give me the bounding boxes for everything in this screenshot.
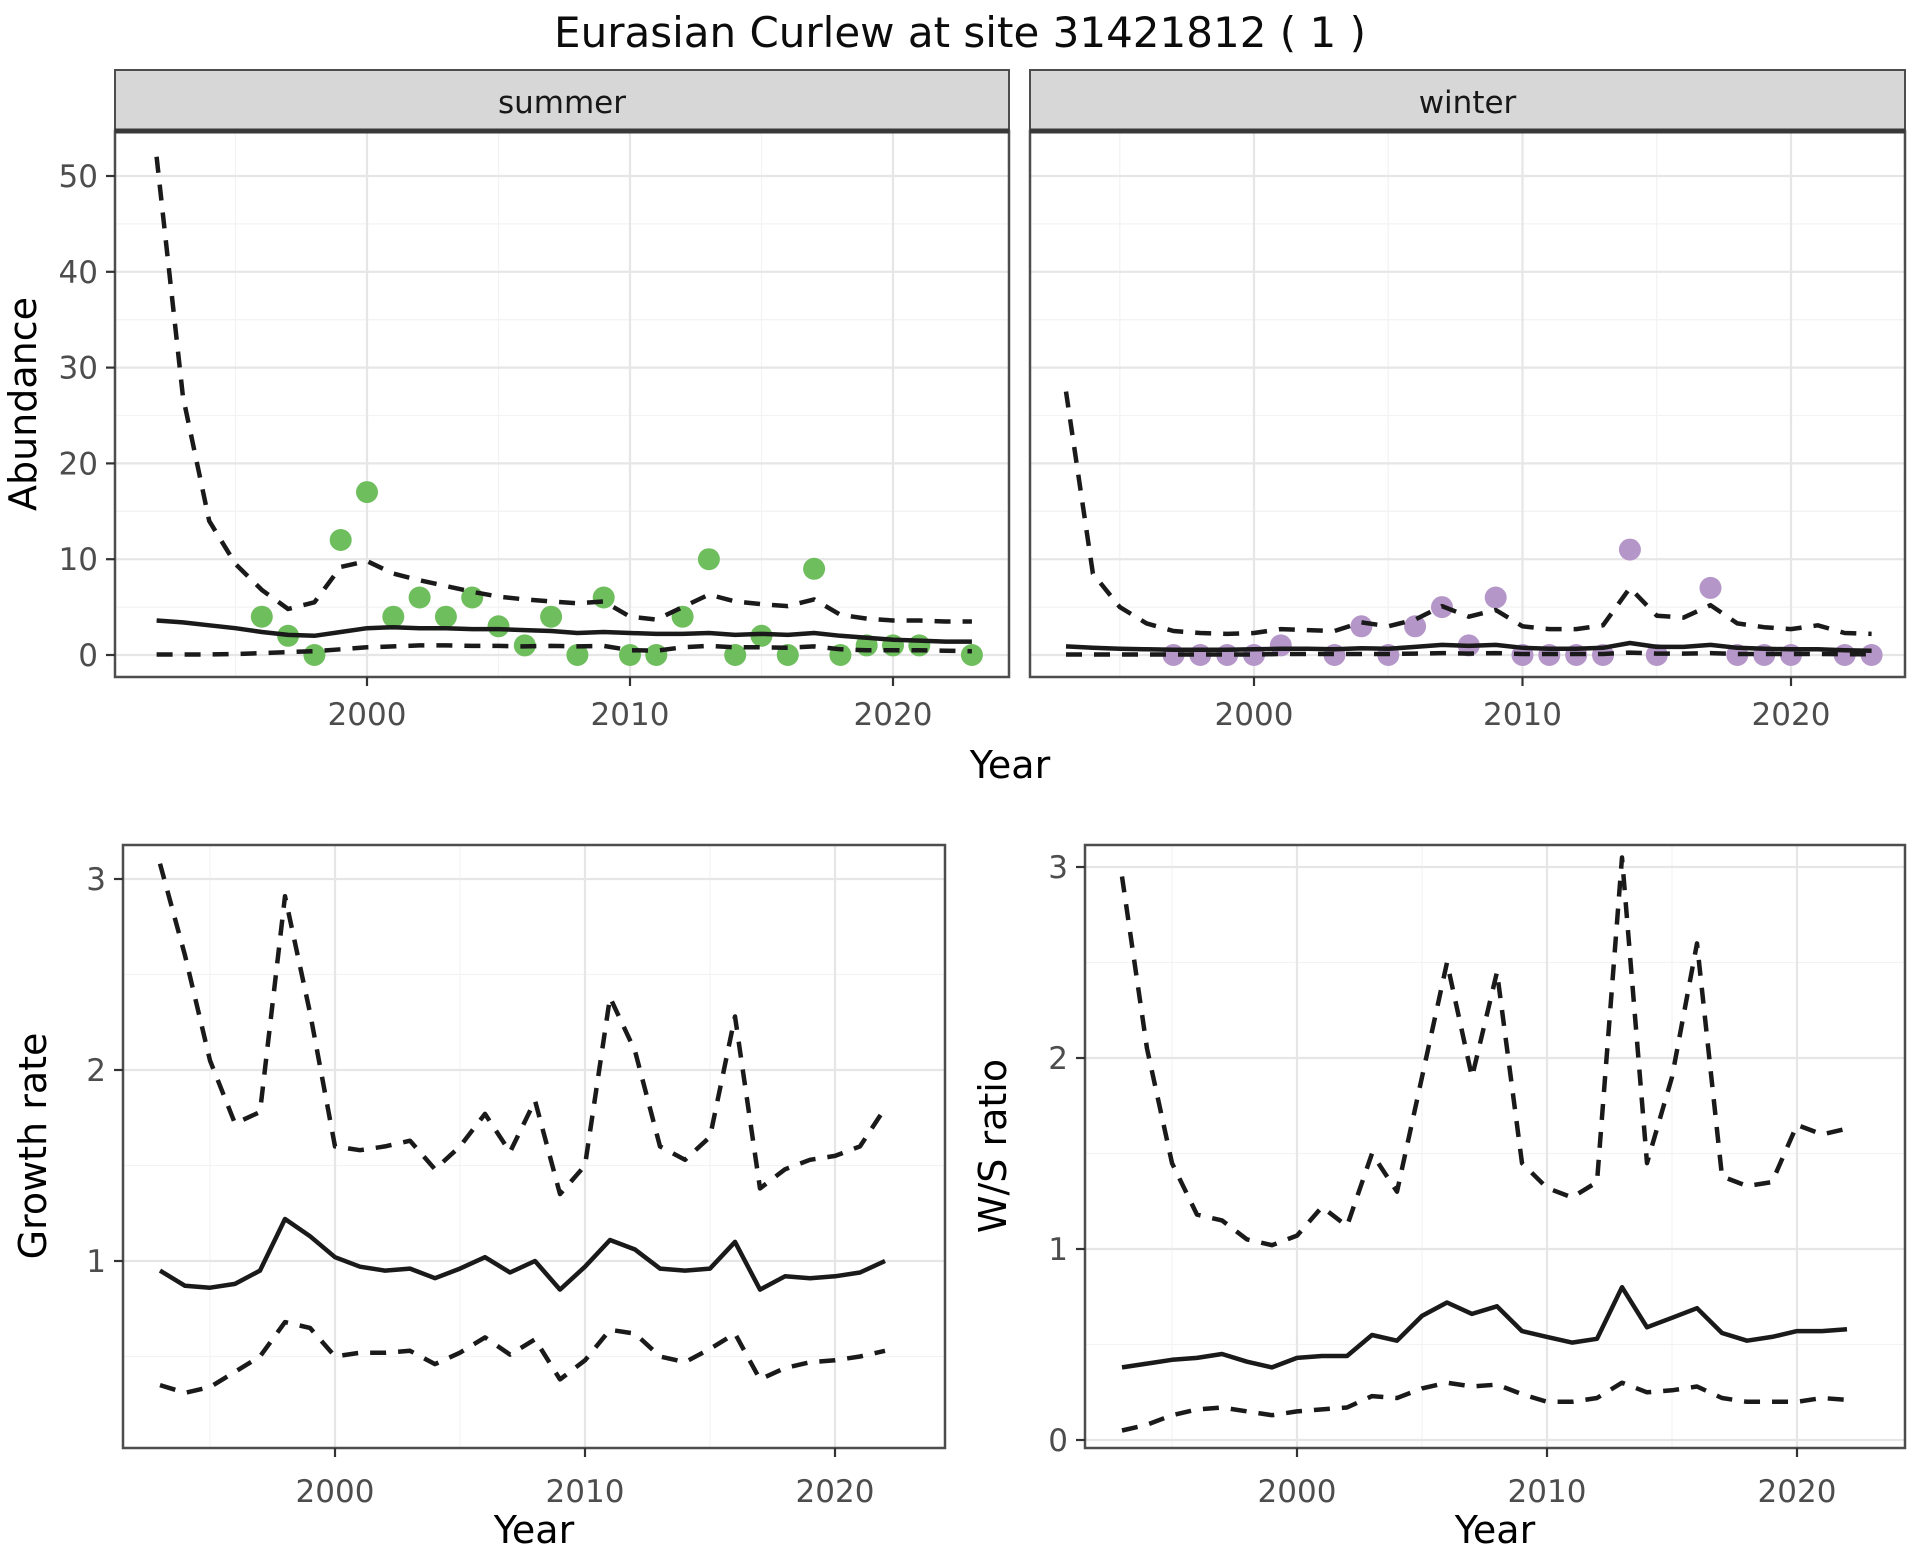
x-tick-label: 2020 xyxy=(1758,1474,1837,1510)
y-tick-label: 1 xyxy=(1048,1232,1068,1268)
x-tick-label: 2010 xyxy=(1508,1474,1587,1510)
x-tick-label: 2020 xyxy=(796,1474,875,1510)
data-point xyxy=(250,605,273,628)
y-tick-label: 3 xyxy=(1048,850,1068,886)
ws_ratio-ci_lower-line xyxy=(1121,1380,1848,1433)
y-tick-label: 40 xyxy=(59,255,98,291)
ws_ratio-ci_upper-line xyxy=(1119,855,1848,1248)
data-point xyxy=(1618,538,1641,561)
y-tick-label: 3 xyxy=(86,862,106,898)
abundance_summer-ci_lower-line xyxy=(156,643,972,657)
growth-rate-plot: 2000 2010 2020 1 2 3 Year Growth rate xyxy=(11,843,947,1552)
x-tick-label: 2010 xyxy=(546,1474,625,1510)
abundance_winter-fitted-line xyxy=(1065,640,1872,653)
data-point xyxy=(645,644,668,666)
y-tick-label: 10 xyxy=(59,542,98,578)
abundance_summer-x-axis-title: Year xyxy=(969,743,1051,787)
growth_rate-fitted-line xyxy=(158,1216,886,1292)
x-tick-label: 2000 xyxy=(296,1474,375,1510)
ws_ratio-panel-border xyxy=(1083,843,1907,1450)
growth_rate-ci_lower-line xyxy=(159,1319,886,1396)
data-point xyxy=(724,644,747,666)
data-point xyxy=(1484,586,1507,609)
data-point xyxy=(619,644,641,666)
abundance_winter-ci_upper-line xyxy=(1063,391,1872,637)
data-point xyxy=(303,644,326,666)
abundance_winter-facet-strip-label: winter xyxy=(1419,85,1517,121)
data-point xyxy=(566,644,589,666)
growth_rate-y-axis-title: Growth rate xyxy=(11,1033,55,1260)
abundance_summer-ci_upper-line xyxy=(154,156,972,624)
x-tick-label: 2010 xyxy=(1483,697,1562,733)
abundance_summer-fitted-line xyxy=(156,618,972,644)
abundance-facet-plot: summer 2000 2010 2020 0 10 20 30 40 50 Year Abundan… xyxy=(1,69,1907,787)
data-point xyxy=(382,605,405,628)
ws_ratio-y-axis-title: W/S ratio xyxy=(971,1059,1015,1233)
abundance_summer-facet-strip-label: summer xyxy=(498,85,626,121)
data-point xyxy=(908,634,931,657)
x-tick-label: 2010 xyxy=(591,697,670,733)
abundance_winter-ci_lower-line xyxy=(1066,650,1872,657)
data-point xyxy=(697,548,720,571)
y-tick-label: 2 xyxy=(86,1053,106,1089)
data-point xyxy=(1404,615,1427,638)
data-point xyxy=(408,586,431,609)
ws_ratio-x-axis-title: Year xyxy=(1454,1508,1536,1552)
growth_rate-series-group xyxy=(157,863,887,1396)
data-point xyxy=(960,644,983,666)
growth_rate-panel-background xyxy=(123,845,945,1448)
y-tick-label: 0 xyxy=(78,638,98,674)
abundance_winter-panel-background xyxy=(1030,131,1905,677)
y-tick-label: 2 xyxy=(1048,1041,1068,1077)
abundance_winter-series-group xyxy=(1063,391,1883,666)
y-tick-label: 50 xyxy=(59,159,98,195)
growth_rate-x-axis-title: Year xyxy=(493,1508,575,1552)
page-title: Eurasian Curlew at site 31421812 ( 1 ) xyxy=(554,8,1366,57)
y-tick-label: 0 xyxy=(1048,1423,1068,1459)
ws_ratio-fitted-line xyxy=(1121,1284,1848,1370)
abundance_winter-facet-strip xyxy=(1029,69,1906,132)
ws_ratio-panel-background xyxy=(1085,845,1905,1448)
abundance_summer-series-group xyxy=(154,156,983,666)
y-tick-label: 1 xyxy=(86,1244,106,1280)
data-point xyxy=(487,615,510,638)
y-tick-label: 30 xyxy=(59,351,98,387)
ws_ratio-series-group xyxy=(1119,855,1848,1433)
growth_rate-ci_upper-line xyxy=(157,863,887,1197)
data-point xyxy=(329,529,352,551)
data-point xyxy=(803,557,826,580)
x-tick-label: 2000 xyxy=(1215,697,1294,733)
data-point xyxy=(356,481,378,504)
data-point xyxy=(540,605,563,628)
x-tick-label: 2020 xyxy=(1752,697,1831,733)
data-point xyxy=(592,586,615,609)
data-point xyxy=(461,586,484,609)
data-point xyxy=(1350,615,1373,638)
x-tick-label: 2000 xyxy=(328,697,407,733)
data-point xyxy=(1699,576,1722,599)
x-tick-label: 2000 xyxy=(1258,1474,1337,1510)
ws-ratio-plot: 2000 2010 2020 0 1 2 3 Year W/S ratio xyxy=(971,843,1907,1552)
growth_rate-panel-border xyxy=(121,843,947,1450)
x-tick-label: 2020 xyxy=(854,697,933,733)
y-tick-label: 20 xyxy=(59,446,98,482)
data-point xyxy=(434,605,457,628)
abundance_summer-facet-strip xyxy=(114,69,1010,132)
abundance_summer-panel-background xyxy=(115,131,1009,677)
abundance_summer-y-axis-title: Abundance xyxy=(1,297,45,511)
